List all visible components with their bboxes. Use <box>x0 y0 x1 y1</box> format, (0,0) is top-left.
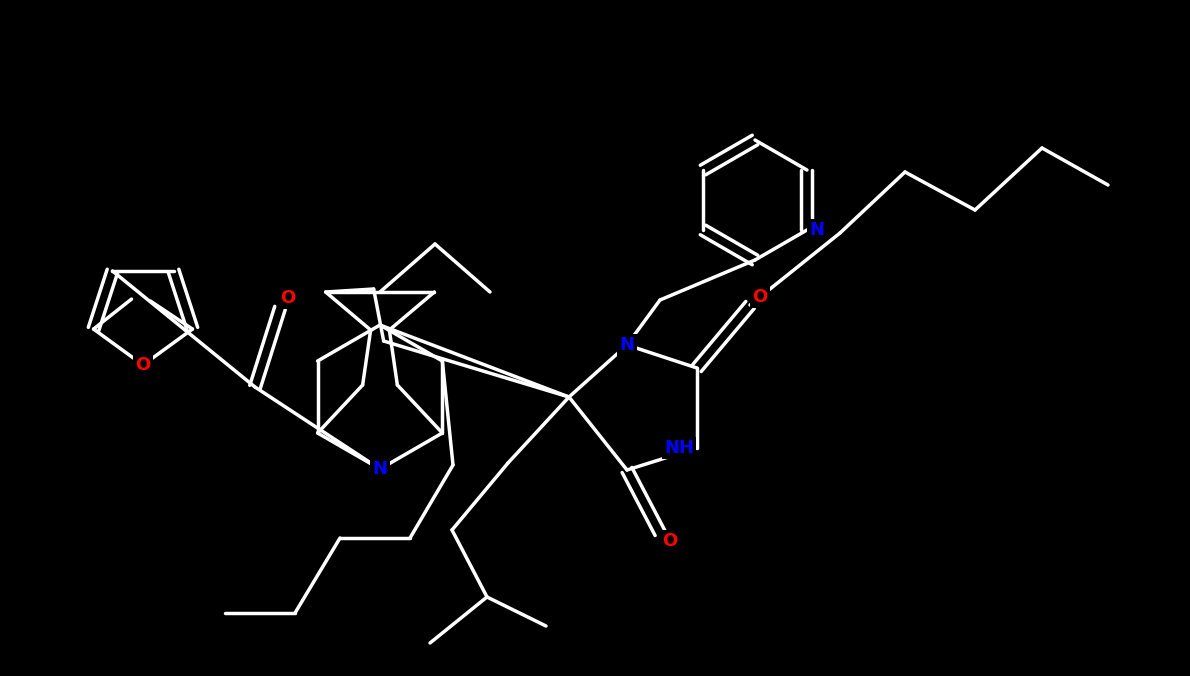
Text: O: O <box>281 289 295 307</box>
Text: N: N <box>372 460 388 478</box>
Text: N: N <box>620 336 634 354</box>
Text: NH: NH <box>664 439 694 457</box>
Text: O: O <box>752 288 768 306</box>
Text: O: O <box>136 356 151 374</box>
Text: N: N <box>809 221 825 239</box>
Text: O: O <box>663 532 677 550</box>
